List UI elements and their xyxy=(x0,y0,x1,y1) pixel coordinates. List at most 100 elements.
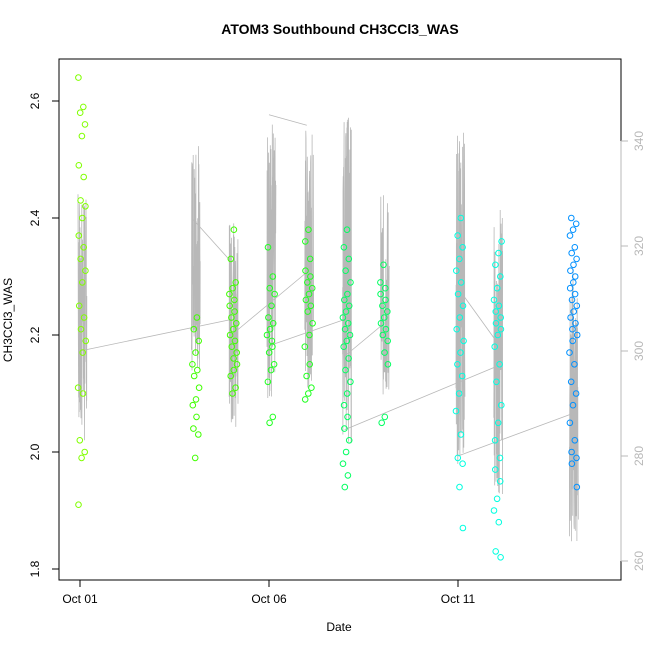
altitude-trace-connector xyxy=(457,287,497,341)
data-point xyxy=(569,325,576,333)
altitude-trace-connector xyxy=(344,366,496,431)
data-point xyxy=(566,419,574,427)
data-point xyxy=(79,214,86,222)
data-point xyxy=(452,407,460,415)
data-point xyxy=(75,162,83,169)
altitude-trace-connector xyxy=(193,219,232,263)
data-point xyxy=(189,401,197,409)
right-y-tick-label: 340 xyxy=(632,131,646,151)
data-point xyxy=(497,273,504,280)
data-point xyxy=(340,343,348,351)
data-point xyxy=(74,384,82,392)
data-point xyxy=(380,261,387,269)
data-point xyxy=(81,448,88,456)
data-point xyxy=(268,302,275,310)
data-point xyxy=(492,308,500,315)
altitude-trace-segment xyxy=(569,268,579,542)
data-point xyxy=(381,413,389,421)
data-point xyxy=(303,372,310,380)
data-point xyxy=(226,331,234,339)
altitude-trace-segment xyxy=(266,124,277,399)
data-point xyxy=(570,279,577,286)
data-point xyxy=(453,325,461,333)
altitude-trace-connector xyxy=(79,319,232,352)
data-point xyxy=(459,244,466,251)
altitude-trace-connector xyxy=(268,319,345,347)
data-point xyxy=(345,302,353,310)
data-point xyxy=(339,314,347,321)
data-point xyxy=(304,279,311,286)
data-point xyxy=(341,296,348,304)
data-point xyxy=(453,267,460,275)
data-point xyxy=(343,390,351,397)
data-point xyxy=(228,343,236,351)
data-point xyxy=(496,454,504,462)
data-point xyxy=(76,109,84,116)
data-point xyxy=(490,296,498,304)
data-point xyxy=(191,454,199,462)
data-point xyxy=(190,372,198,380)
data-point xyxy=(567,267,574,275)
x-tick-label: Oct 01 xyxy=(62,592,98,606)
data-point xyxy=(568,214,575,222)
data-point xyxy=(493,495,501,503)
data-point xyxy=(572,220,580,228)
data-point xyxy=(454,361,461,368)
data-point xyxy=(382,284,389,292)
data-point xyxy=(343,337,351,345)
right-y-tick-label: 300 xyxy=(632,341,646,361)
data-point xyxy=(456,483,463,491)
data-point xyxy=(345,255,353,263)
data-point xyxy=(77,197,84,204)
data-point xyxy=(230,226,238,233)
data-point xyxy=(80,314,88,321)
data-point xyxy=(381,349,388,356)
data-point xyxy=(82,337,90,345)
data-point xyxy=(345,437,353,444)
data-point xyxy=(347,279,354,286)
data-point xyxy=(570,308,578,315)
data-point xyxy=(342,267,349,275)
x-tick-label: Oct 06 xyxy=(251,592,287,606)
data-point xyxy=(382,325,390,333)
right-y-tick-label: 320 xyxy=(632,236,646,256)
data-point xyxy=(308,384,315,392)
data-point xyxy=(569,401,577,409)
x-tick-label: Oct 11 xyxy=(441,592,476,606)
data-point xyxy=(302,296,310,304)
right-y-axis: 260 280 300 320 340 xyxy=(620,131,646,571)
data-point xyxy=(490,507,498,514)
data-point xyxy=(267,366,275,374)
data-point xyxy=(384,337,392,345)
altitude-trace-segment xyxy=(455,132,466,464)
data-point xyxy=(77,325,85,333)
data-point xyxy=(189,361,196,368)
data-point xyxy=(229,390,236,397)
data-point xyxy=(568,460,576,468)
data-point xyxy=(265,314,272,321)
data-point xyxy=(269,273,277,280)
data-point xyxy=(232,384,239,392)
y-tick-label: 2.2 xyxy=(28,326,42,343)
data-point xyxy=(266,325,274,333)
altitude-trace-connector xyxy=(268,114,307,126)
data-point xyxy=(571,273,579,280)
data-point xyxy=(80,103,87,111)
data-point xyxy=(190,425,197,432)
data-point xyxy=(384,361,392,368)
data-point xyxy=(346,331,354,339)
data-point xyxy=(79,279,86,286)
data-point xyxy=(460,337,467,345)
data-point xyxy=(566,349,573,356)
right-y-tick-label: 260 xyxy=(632,551,646,571)
data-point xyxy=(229,284,236,292)
data-point xyxy=(194,366,201,374)
y-tick-label: 2.4 xyxy=(28,209,42,226)
data-point xyxy=(566,284,574,292)
data-point xyxy=(573,331,581,339)
data-point xyxy=(457,349,464,356)
data-point xyxy=(195,431,202,438)
data-point xyxy=(190,325,198,333)
data-point xyxy=(497,314,505,321)
data-point xyxy=(82,267,89,275)
